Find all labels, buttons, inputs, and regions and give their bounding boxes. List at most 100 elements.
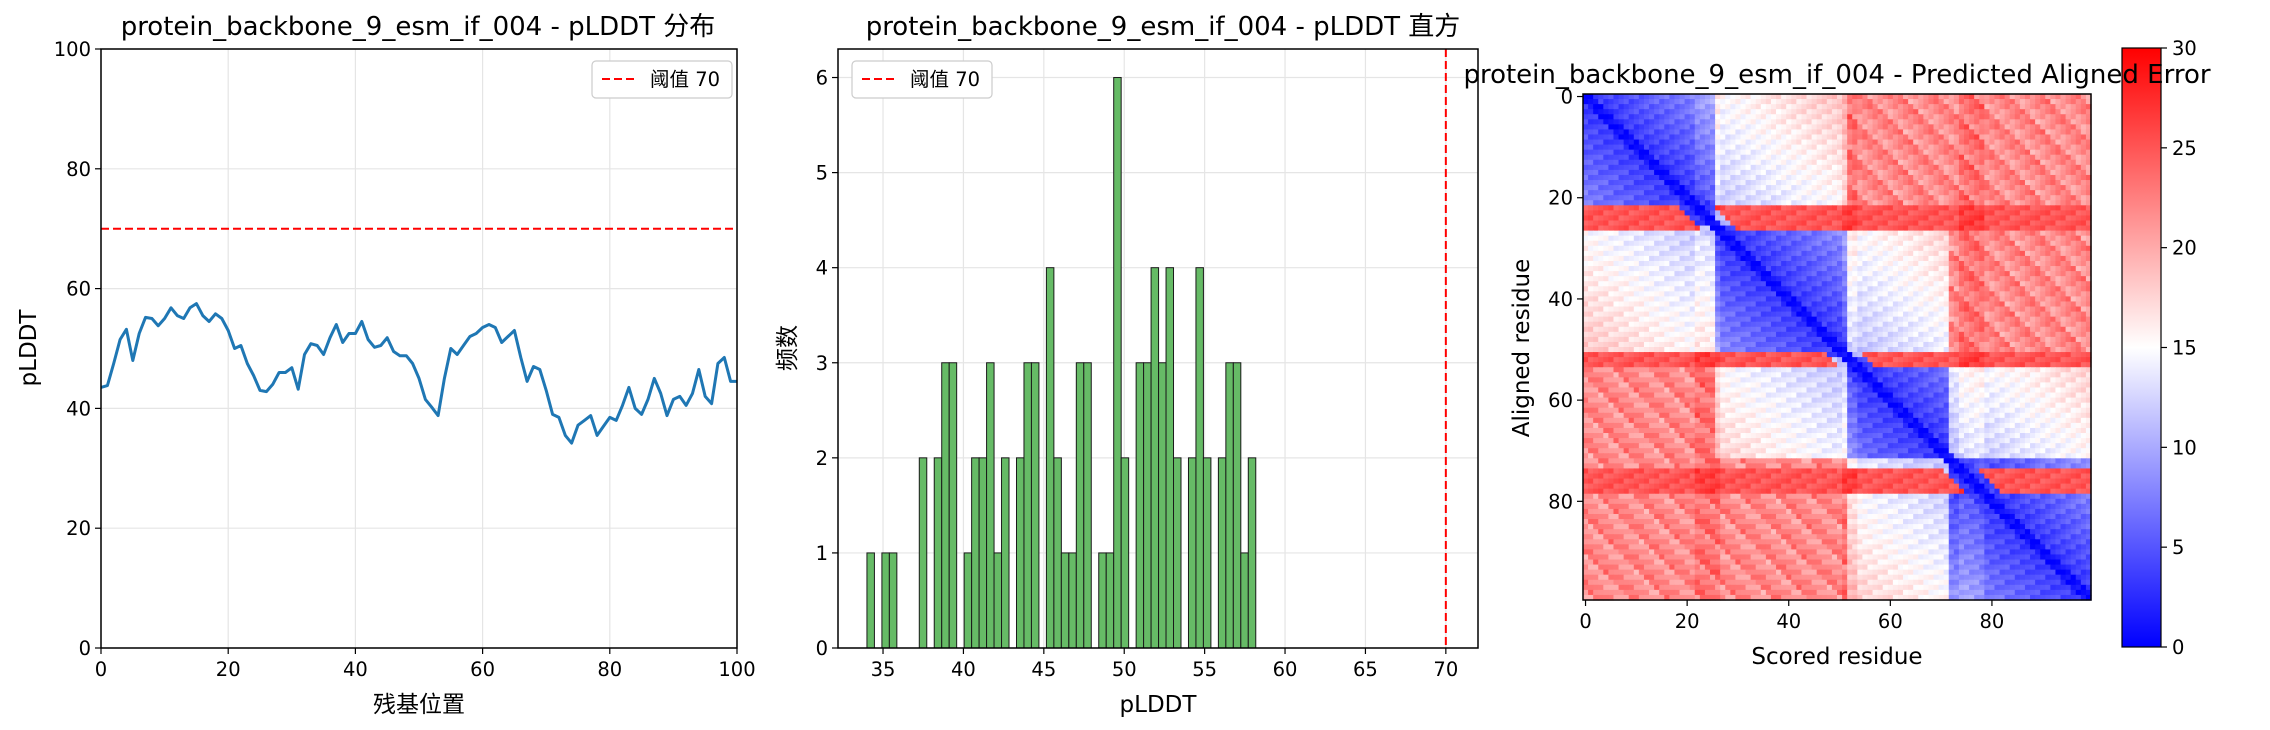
heatmap-cell [1948,139,1955,146]
heatmap-cell [2075,266,2082,272]
heatmap-cell [1583,134,1589,141]
heatmap-cell [1862,205,1869,211]
heatmap-cell [1791,104,1797,110]
heatmap-cell [1958,104,1965,110]
heatmap-cell [1994,134,2001,141]
heatmap-cell [2024,250,2031,257]
heatmap-cell [2050,326,2057,333]
heatmap-cell [2045,99,2051,105]
heatmap-cell [1877,174,1884,181]
heatmap-cell [1715,195,1721,201]
heatmap-cell [1776,291,1782,297]
heatmap-cell [1786,245,1792,252]
heatmap-cell [1872,281,1879,287]
heatmap-cell [1760,159,1767,166]
heatmap-cell [1694,154,1701,161]
heatmap-cell [1918,139,1924,146]
heatmap-cell [1603,245,1609,252]
heatmap-cell [1969,94,1975,100]
heatmap-cell [1643,296,1650,303]
heatmap-cell [2004,134,2011,141]
heatmap-cell [1755,220,1762,227]
heatmap-cell [2024,210,2031,217]
heatmap-cell [1877,250,1884,257]
heatmap-cell [1938,195,1945,201]
heatmap-cell [1791,134,1797,141]
heatmap-cell [1979,326,1985,333]
heatmap-cell [1664,281,1670,287]
heatmap-cell [1811,190,1818,196]
heatmap-cell [1953,311,1960,318]
heatmap-cell [1989,306,1996,313]
heatmap-cell [1694,326,1701,333]
heatmap-cell [2075,260,2082,267]
heatmap-cell [1689,321,1696,328]
heatmap-cell [1796,321,1803,328]
heatmap-cell [1994,331,2001,338]
heatmap-cell [1776,195,1782,201]
heatmap-cell [1857,306,1863,313]
heatmap-cell [1923,200,1930,206]
heatmap-cell [1694,190,1701,196]
heatmap-cell [2070,326,2077,333]
heatmap-cell [1842,286,1848,292]
heatmap-cell [1608,99,1615,105]
heatmap-cell [1842,301,1848,308]
heatmap-cell [1989,220,1996,227]
heatmap-cell [1958,134,1965,141]
heatmap-cell [1943,225,1950,232]
heatmap-cell [2045,301,2051,308]
heatmap-cell [1999,321,2006,328]
heatmap-cell [1664,311,1670,318]
heatmap-cell [1598,169,1604,176]
heatmap-cell [1593,210,1599,217]
heatmap-cell [1867,159,1874,166]
heatmap-cell [1994,215,2001,222]
heatmap-cell [1770,169,1777,176]
heatmap-cell [2019,281,2026,287]
heatmap-cell [2030,134,2036,141]
heatmap-cell [1623,190,1630,196]
heatmap-cell [1974,144,1980,151]
heatmap-cell [2009,190,2016,196]
heatmap-cell [1623,119,1630,125]
heatmap-cell [1791,291,1797,297]
heatmap-cell [1918,119,1924,125]
heatmap-cell [1892,164,1899,171]
heatmap-cell [1654,235,1660,242]
heatmap-cell [1710,109,1716,115]
heatmap-cell [1908,281,1914,287]
heatmap-cell [2060,321,2067,328]
heatmap-cell [1765,190,1772,196]
heatmap-cell [1994,326,2001,333]
heatmap-cell [2080,240,2087,247]
heatmap-cell [2080,210,2087,217]
heatmap-cell [2045,215,2051,222]
heatmap-cell [1999,250,2006,257]
heatmap-cell [1872,291,1879,297]
heatmap-cell [1608,220,1615,227]
heatmap-cell [1821,306,1828,313]
heatmap-cell [1918,281,1924,287]
heatmap-cell [1715,230,1721,237]
heatmap-cell [1704,281,1711,287]
heatmap-cell [1735,159,1742,166]
heatmap-cell [1735,336,1742,343]
heatmap-cell [1674,129,1681,136]
heatmap-cell [1720,164,1726,171]
heatmap-cell [2014,195,2021,201]
heatmap-cell [1679,149,1686,156]
heatmap-cell [2070,104,2077,110]
heatmap-cell [1770,260,1777,267]
heatmap-cell [1654,149,1660,156]
heatmap-cell [1943,139,1950,146]
heatmap-cell [2080,114,2087,120]
heatmap-cell [1984,104,1990,110]
heatmap-cell [1943,190,1950,196]
heatmap-cell [1989,169,1996,176]
heatmap-cell [1628,124,1635,131]
heatmap-cell [1618,215,1625,222]
heatmap-cell [1948,276,1955,282]
heatmap-cell [1801,215,1808,222]
heatmap-cell [1618,169,1625,176]
